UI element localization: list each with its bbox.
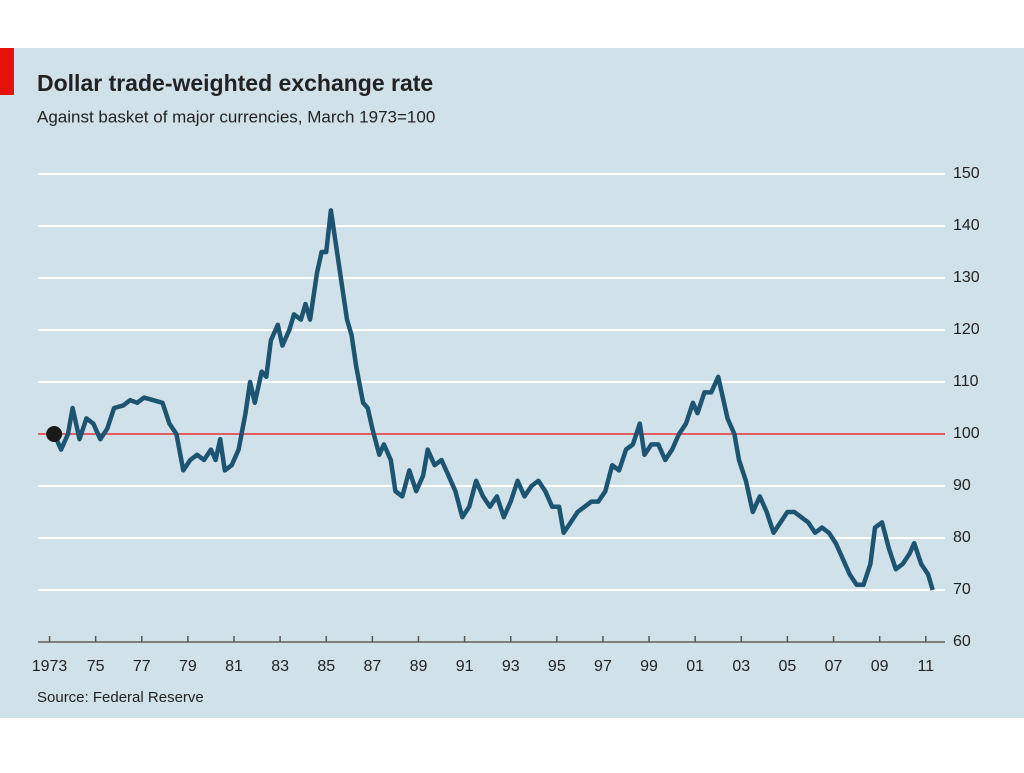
source-note: Source: Federal Reserve — [37, 689, 204, 706]
chart-subtitle: Against basket of major currencies, Marc… — [37, 107, 435, 126]
x-tick-label: 11 — [917, 658, 934, 675]
x-tick-label: 99 — [640, 658, 658, 675]
y-tick-label: 110 — [953, 373, 979, 390]
x-tick-label: 1973 — [32, 658, 68, 675]
x-tick-label: 77 — [133, 658, 151, 675]
x-tick-label: 79 — [179, 658, 197, 675]
y-tick-label: 70 — [953, 581, 971, 598]
y-tick-label: 120 — [953, 321, 980, 338]
y-tick-label: 80 — [953, 529, 971, 546]
x-tick-label: 01 — [686, 658, 704, 675]
y-tick-label: 130 — [953, 269, 980, 286]
x-tick-label: 75 — [87, 658, 105, 675]
chart-title: Dollar trade-weighted exchange rate — [37, 70, 433, 96]
x-tick-label: 83 — [271, 658, 289, 675]
x-tick-label: 05 — [779, 658, 797, 675]
x-tick-label: 09 — [871, 658, 889, 675]
y-tick-label: 60 — [953, 633, 971, 650]
data-line — [52, 208, 935, 591]
start-marker — [46, 426, 63, 442]
x-tick-label: 85 — [317, 658, 335, 675]
x-tick-label: 89 — [410, 658, 428, 675]
x-tick-label: 95 — [548, 658, 566, 675]
x-tick-label: 81 — [225, 658, 243, 675]
x-tick-label: 87 — [363, 658, 381, 675]
y-tick-label: 100 — [953, 425, 980, 442]
x-tick-label: 03 — [732, 658, 750, 675]
x-tick-label: 91 — [456, 658, 474, 675]
x-tick-label: 97 — [594, 658, 612, 675]
y-tick-label: 140 — [953, 217, 980, 234]
y-tick-label: 150 — [953, 165, 980, 182]
y-tick-label: 90 — [953, 477, 971, 494]
x-tick-label: 93 — [502, 658, 520, 675]
x-tick-label: 07 — [825, 658, 843, 675]
red-tab — [0, 48, 14, 95]
